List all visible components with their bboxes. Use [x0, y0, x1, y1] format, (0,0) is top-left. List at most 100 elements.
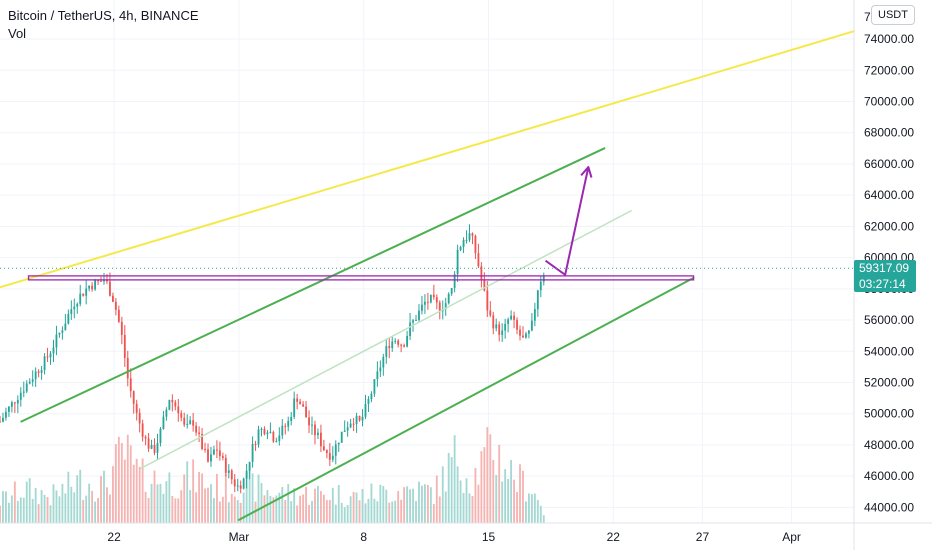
volume-bar [135, 458, 138, 523]
price-tick-label: 50000.00 [864, 407, 914, 421]
candle-body [492, 315, 495, 329]
candle-body [352, 423, 355, 425]
candle-body [376, 371, 379, 380]
volume-bar [447, 452, 450, 523]
volume-bar [82, 499, 85, 523]
volume-bar [180, 490, 183, 523]
candle-body [432, 294, 435, 298]
candle-body [412, 320, 414, 323]
volume-bar [426, 484, 429, 523]
candle-body [85, 288, 88, 296]
volume-bar [61, 483, 64, 523]
candle-body [245, 470, 248, 479]
drawings[interactable] [0, 30, 855, 521]
volume-bar [251, 473, 254, 523]
candle-body [343, 430, 346, 432]
candle-body [204, 448, 206, 450]
candle-body [177, 406, 180, 414]
candle-body [13, 402, 16, 404]
volume-bar [364, 503, 367, 523]
currency-button[interactable]: USDT [871, 5, 915, 25]
volume-bar [13, 481, 16, 523]
channel-lower [237, 276, 695, 521]
volume-bar [528, 493, 530, 523]
time-axis[interactable]: 22 Mar 8 15 22 27 Apr [0, 522, 932, 544]
volume-indicator-label[interactable]: Vol [8, 26, 27, 41]
candle-body [269, 432, 272, 434]
volume-bar [126, 434, 129, 523]
volume-bar [109, 494, 111, 523]
volume-bar [43, 494, 46, 523]
candle-body [516, 319, 518, 330]
candle-body [477, 253, 480, 267]
candle-body [519, 329, 521, 336]
candle-body [456, 249, 459, 275]
volume-bar [281, 487, 284, 523]
candle-body [373, 379, 376, 394]
candle-body [165, 409, 168, 417]
volume-bar [489, 434, 492, 523]
volume-bar [218, 501, 221, 523]
price-tick-label: 48000.00 [864, 438, 914, 452]
time-tick-label: 15 [482, 530, 496, 544]
volume-bar [55, 490, 58, 523]
volume-bar [198, 471, 201, 523]
candle-body [0, 421, 1, 423]
volume-bar [352, 491, 355, 523]
volume-bar [477, 484, 480, 523]
candle-body [239, 485, 242, 489]
volume-bar [171, 495, 174, 523]
candle-body [391, 341, 394, 349]
volume-bar [132, 464, 135, 523]
volume-bar [227, 502, 230, 523]
volume-bar [406, 486, 409, 523]
candle-body [120, 321, 123, 335]
legend-header: Bitcoin / TetherUS, 4h, BINANCE Vol [8, 8, 199, 42]
candle-body [337, 442, 340, 445]
price-tick-label: 64000.00 [864, 188, 914, 202]
volume-bar [153, 470, 156, 523]
volume-bar [343, 507, 346, 523]
price-tick-label: 66000.00 [864, 157, 914, 171]
volume-bar [58, 496, 61, 523]
volume-bar [260, 483, 263, 523]
volume-bar [435, 475, 438, 523]
volume-bar [471, 496, 474, 523]
candle-body [138, 412, 141, 424]
candle-body [103, 280, 105, 282]
volume-bar [0, 505, 1, 523]
candle-body [254, 443, 257, 445]
candle-body [314, 424, 316, 436]
volume-bar [284, 500, 287, 523]
candle-body [397, 340, 400, 345]
candle-body [528, 330, 530, 334]
volume-bar [177, 498, 180, 523]
volume-bar [221, 496, 224, 523]
volume-bar [438, 496, 441, 523]
volume-bar [70, 486, 73, 523]
candle-body [495, 324, 498, 329]
candle-body [530, 320, 533, 331]
candle-body [367, 399, 370, 404]
volume-bar [114, 444, 117, 523]
candle-body [201, 433, 203, 449]
volume-bar [73, 492, 76, 523]
candle-body [7, 406, 10, 412]
bar-countdown: 03:27:14 [859, 277, 906, 292]
volume-bar [400, 499, 403, 523]
candle-body [168, 399, 171, 410]
volume-bar [465, 478, 468, 523]
volume-bar [504, 469, 507, 523]
candle-body [55, 334, 58, 348]
candle-body [144, 436, 147, 439]
last-price-label: 59317.09 03:27:14 [854, 260, 916, 293]
volume-bar [328, 499, 331, 523]
volume-bar [230, 493, 233, 523]
candle-body [474, 235, 477, 254]
candle-body [236, 485, 239, 487]
symbol-title[interactable]: Bitcoin / TetherUS, 4h, BINANCE [8, 8, 199, 23]
volume-bar [207, 487, 209, 523]
candle-body [284, 425, 287, 427]
volume-bar [156, 484, 159, 523]
